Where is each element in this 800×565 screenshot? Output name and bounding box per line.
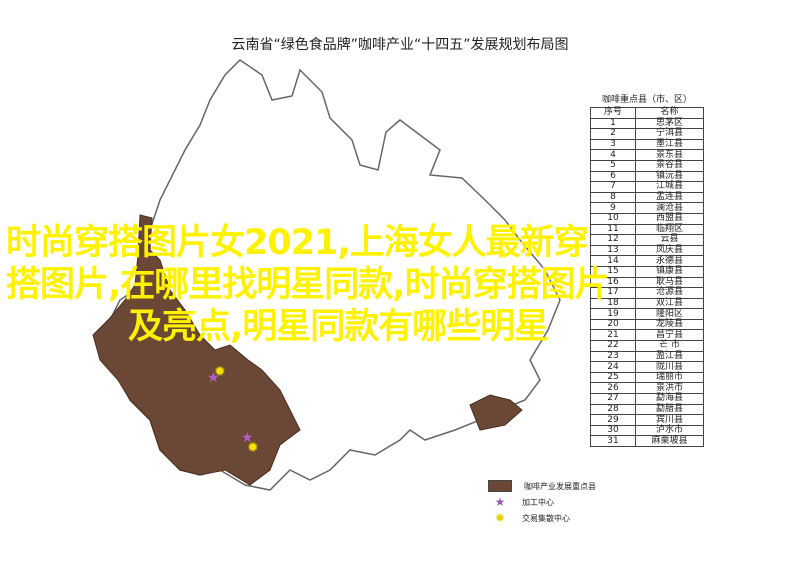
overlay-caption: 时尚穿搭图片女2021,上海女人最新穿 搭图片,在哪里找明星同款,时尚穿搭图片 … — [6, 222, 796, 348]
legend-item: 咖啡产业发展重点县 — [488, 478, 596, 494]
county-name: 墨江县 — [635, 138, 704, 151]
legend-label: 咖啡产业发展重点县 — [524, 481, 596, 491]
county-name: 永德县 — [635, 255, 704, 267]
table-row: 30 泸水市 — [590, 424, 704, 437]
county-name: 瑞丽市 — [635, 371, 704, 384]
table-row: 9 澜沧县 — [590, 202, 704, 214]
table-row: 15 镇康县 — [590, 265, 704, 278]
table-row: 6 镇沅县 — [590, 170, 704, 183]
county-name: 芒 市 — [635, 340, 704, 352]
table-row: 3 墨江县 — [590, 138, 704, 151]
table-row: 16 耿马县 — [590, 276, 704, 289]
table-title: 咖啡重点县（市、区） — [601, 95, 692, 105]
overlay-line: 时尚穿搭图片女2021,上海女人最新穿 — [6, 223, 589, 263]
overlay-line: 及亮点,明星同款有哪些明星 — [128, 307, 549, 347]
legend-label: 交易集散中心 — [522, 513, 570, 523]
table-row: 29 宾川县 — [590, 414, 704, 426]
purple-star-icon: ★ — [241, 430, 254, 446]
coffee-key-county-southeast — [469, 394, 523, 431]
table-row: 2 宁洱县 — [590, 128, 704, 140]
county-name: 泸水市 — [635, 424, 704, 437]
table-row: 20 龙陵县 — [590, 318, 704, 331]
table-row: 1 思茅区 — [590, 117, 704, 130]
row-number: 8 — [590, 191, 636, 204]
row-number: 23 — [590, 350, 636, 363]
row-number: 3 — [590, 138, 636, 151]
county-name: 勐海县 — [635, 393, 704, 405]
yellow-sun-icon: ✹ — [494, 511, 506, 525]
county-name: 宾川县 — [635, 414, 704, 426]
row-number: 31 — [590, 435, 636, 447]
column-header: 名称 — [635, 107, 704, 119]
table-row: 14 永德县 — [590, 255, 704, 267]
row-number: 29 — [590, 414, 636, 426]
purple-star-icon: ★ — [494, 495, 506, 509]
yellow-sun-icon: ✹ — [214, 364, 226, 380]
row-number: 4 — [590, 149, 636, 161]
county-name: 宁洱县 — [635, 128, 704, 140]
row-number: 25 — [590, 371, 636, 384]
coffee-key-counties-west — [92, 214, 301, 486]
purple-star-icon: ★ — [207, 370, 220, 386]
county-name: 景谷县 — [635, 159, 704, 172]
table-row: 27 勐海县 — [590, 393, 704, 405]
county-name: 耿马县 — [635, 276, 704, 289]
county-name: 江城县 — [635, 181, 704, 193]
county-name: 勐腊县 — [635, 403, 704, 416]
row-number: 30 — [590, 424, 636, 437]
legend: 咖啡产业发展重点县 ★ 加工中心 ✹ 交易集散中心 — [488, 478, 596, 526]
county-name: 隆阳区 — [635, 308, 704, 320]
county-name: 澜沧县 — [635, 202, 704, 214]
table-row: 19 隆阳区 — [590, 308, 704, 320]
map-markers: ★ ✹ ★ ✹ — [207, 364, 259, 456]
table-row: 21 昌宁县 — [590, 329, 704, 342]
row-number: 1 — [590, 117, 636, 130]
yellow-sun-icon: ✹ — [247, 440, 259, 456]
table-row: 18 双江县 — [590, 297, 704, 310]
county-name: 镇康县 — [635, 265, 704, 278]
table-row: 8 孟连县 — [590, 191, 704, 204]
row-number: 6 — [590, 170, 636, 183]
table-row: 22 芒 市 — [590, 340, 704, 352]
table-row: 17 沧源县 — [590, 287, 704, 299]
county-name: 昌宁县 — [635, 329, 704, 342]
row-number: 9 — [590, 202, 636, 214]
map-title: 云南省“绿色食品牌”咖啡产业“十四五”发展规划布局图 — [231, 37, 569, 53]
county-name: 双江县 — [635, 297, 704, 310]
table-row: 26 景洪市 — [590, 382, 704, 395]
brown-area-swatch — [488, 480, 512, 492]
county-name: 盈江县 — [635, 350, 704, 363]
row-number: 24 — [590, 361, 636, 373]
county-name: 陇川县 — [635, 361, 704, 373]
row-number: 5 — [590, 159, 636, 172]
county-name: 龙陵县 — [635, 318, 704, 331]
legend-label: 加工中心 — [522, 497, 554, 507]
row-number: 27 — [590, 393, 636, 405]
table-row: 7 江城县 — [590, 181, 704, 193]
table-row: 23 盈江县 — [590, 350, 704, 363]
row-number: 2 — [590, 128, 636, 140]
county-name: 景洪市 — [635, 382, 704, 395]
table-row: 31 麻栗坡县 — [590, 435, 704, 447]
row-number: 26 — [590, 382, 636, 395]
county-name: 麻栗坡县 — [635, 435, 704, 447]
coffee-county-table: 咖啡重点县（市、区） 序号 名称 1 思茅区 2 宁洱县 3 墨江县 4 景东县 5 景谷县 6 镇沅… — [590, 92, 704, 447]
column-header: 序号 — [590, 107, 636, 119]
legend-item: ★ 加工中心 — [488, 494, 596, 510]
county-name: 孟连县 — [635, 191, 704, 204]
row-number: 7 — [590, 181, 636, 193]
table-row: 4 景东县 — [590, 149, 704, 161]
legend-item: ✹ 交易集散中心 — [488, 510, 596, 526]
table-row: 5 景谷县 — [590, 159, 704, 172]
county-name: 沧源县 — [635, 287, 704, 299]
table-row: 25 瑞丽市 — [590, 371, 704, 384]
row-number: 28 — [590, 403, 636, 416]
county-name: 景东县 — [635, 149, 704, 161]
table-row: 28 勐腊县 — [590, 403, 704, 416]
overlay-line: 搭图片,在哪里找明星同款,时尚穿搭图片 — [6, 265, 610, 305]
table-row: 24 陇川县 — [590, 361, 704, 373]
